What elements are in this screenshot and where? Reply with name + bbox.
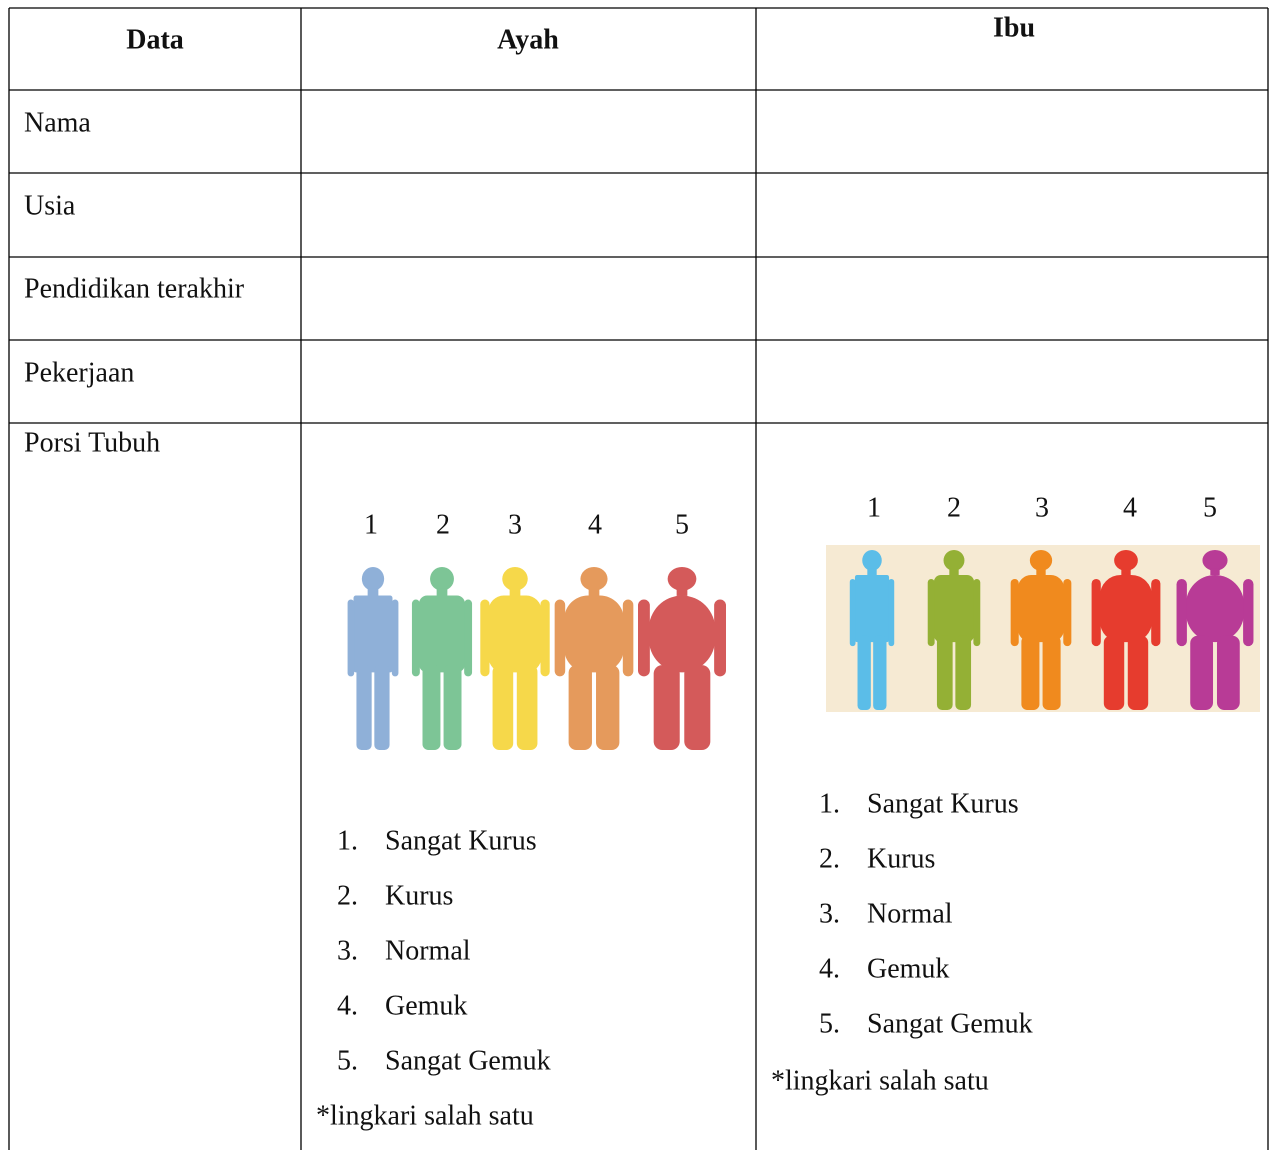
option-text: Sangat Gemuk	[385, 1045, 551, 1076]
option-number: 5.	[337, 1045, 358, 1076]
header-cell: Ayah	[497, 24, 559, 55]
figure-label: 5	[675, 509, 689, 540]
body-figure	[412, 567, 472, 750]
option-text: Sangat Gemuk	[867, 1008, 1033, 1039]
figure-label: 2	[436, 509, 450, 540]
row-label: Porsi Tubuh	[24, 427, 160, 458]
header-cell: Data	[126, 24, 184, 55]
option-number: 2.	[337, 880, 358, 911]
option-text: Kurus	[385, 880, 453, 911]
option-number: 1.	[819, 788, 840, 819]
body-figure	[348, 567, 399, 750]
row-label: Nama	[24, 107, 91, 138]
option-text: Kurus	[867, 843, 935, 874]
option-text: Sangat Kurus	[867, 788, 1019, 819]
figure-label: 4	[1123, 492, 1137, 523]
option-text: Gemuk	[385, 990, 467, 1021]
option-number: 1.	[337, 825, 358, 856]
figure-label: 2	[947, 492, 961, 523]
page: Data Ayah Ibu Nama Usia Pendidikan terakhi…	[0, 0, 1269, 1150]
figure-label: 3	[508, 509, 522, 540]
option-number: 3.	[337, 935, 358, 966]
row-label: Pekerjaan	[24, 357, 134, 388]
option-text: Normal	[867, 898, 953, 929]
body-figure	[480, 567, 549, 750]
body-figure	[555, 567, 634, 750]
option-number: 4.	[337, 990, 358, 1021]
figure-label: 4	[588, 509, 602, 540]
option-number: 4.	[819, 953, 840, 984]
row-label: Pendidikan terakhir	[24, 273, 245, 304]
note: *lingkari salah satu	[771, 1065, 989, 1096]
option-text: Normal	[385, 935, 471, 966]
option-number: 2.	[819, 843, 840, 874]
figure-label: 5	[1203, 492, 1217, 523]
figure-label: 1	[364, 509, 378, 540]
row-label: Usia	[24, 190, 76, 221]
option-text: Sangat Kurus	[385, 825, 537, 856]
option-number: 5.	[819, 1008, 840, 1039]
note: *lingkari salah satu	[316, 1100, 534, 1131]
figure-label: 3	[1035, 492, 1049, 523]
option-text: Gemuk	[867, 953, 949, 984]
figure-label: 1	[867, 492, 881, 523]
header-cell: Ibu	[993, 12, 1035, 43]
body-figure	[638, 567, 726, 750]
option-number: 3.	[819, 898, 840, 929]
